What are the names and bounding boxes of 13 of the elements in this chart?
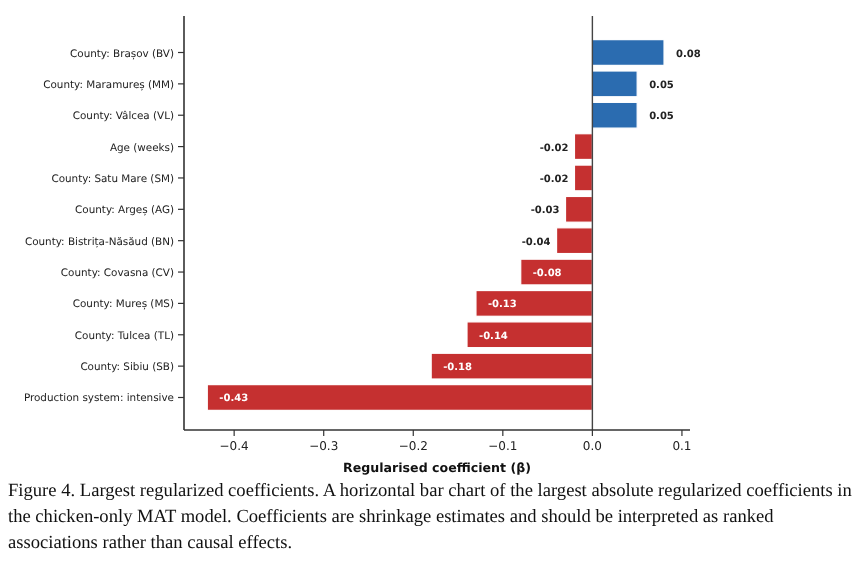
bar [573, 164, 593, 192]
bar [430, 352, 593, 380]
bar [591, 101, 638, 129]
bar [206, 384, 593, 411]
bar [591, 70, 638, 98]
bar [520, 258, 593, 286]
bar [591, 39, 665, 66]
bar [475, 289, 593, 317]
bar [564, 195, 593, 223]
caption: Figure 4. Largest regularized coefficients. A horizontal bar chart of the largest absolute regularized coefficients in the chicken-only MAT model. Coefficients are shrinkage estimates and should be interpreted as ranked associations rather than causal effects. [8, 480, 854, 558]
bar [573, 133, 593, 161]
bar [466, 321, 593, 349]
bar [555, 227, 593, 255]
